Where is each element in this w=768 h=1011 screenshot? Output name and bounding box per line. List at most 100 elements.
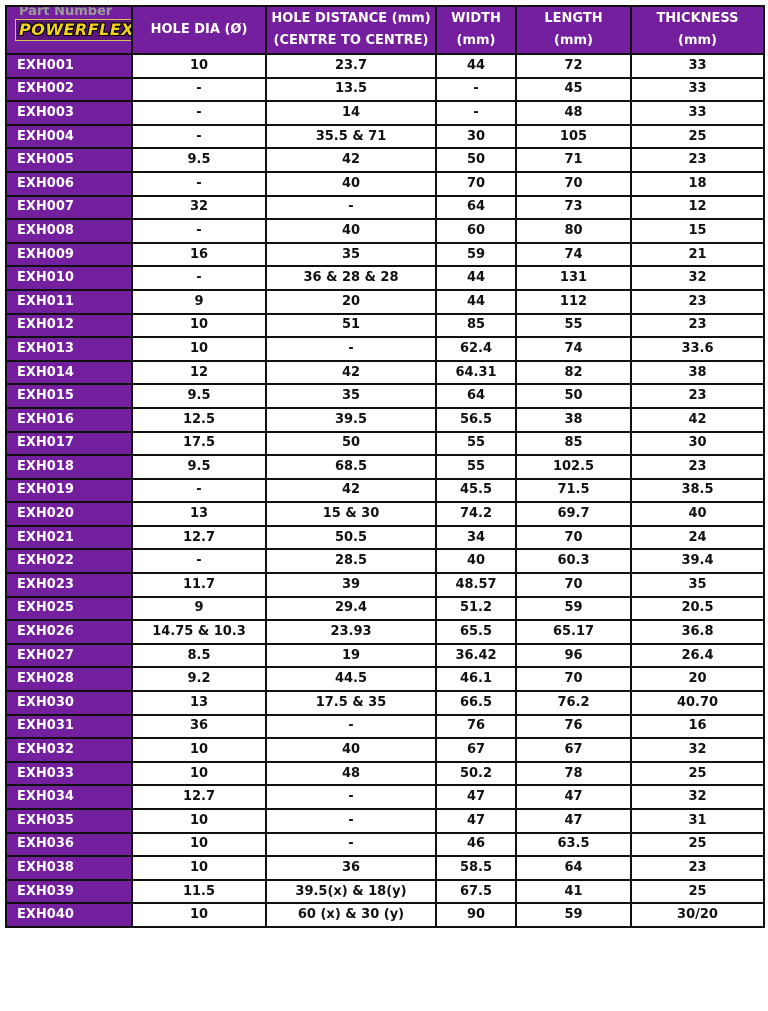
cell: 51.2	[435, 595, 517, 622]
part-number: EXH022	[5, 548, 133, 575]
cell: 12.7	[131, 524, 267, 551]
column-label: Part Number	[19, 6, 113, 19]
cell: 34	[435, 524, 517, 551]
header-line: HOLE DIA (Ø)	[150, 22, 248, 37]
cell: 9.2	[131, 666, 267, 693]
cell: 82	[515, 359, 632, 386]
cell: 33	[630, 76, 765, 103]
cell: 63.5	[515, 831, 632, 858]
part-number: EXH021	[5, 524, 133, 551]
cell: 28.5	[265, 548, 437, 575]
cell: 10	[131, 855, 267, 881]
cell: 39	[265, 572, 437, 598]
cell: 23	[630, 454, 765, 480]
cell: 21	[630, 241, 765, 268]
table-row: EXH038 10 36 58.5 64 23	[5, 855, 765, 881]
cell: 44.5	[265, 666, 437, 693]
cell: 64	[435, 383, 517, 409]
cell: 80	[515, 218, 632, 244]
cell: 9.5	[131, 383, 267, 409]
column-header: WIDTH (mm)	[435, 5, 517, 55]
cell: 76	[435, 713, 517, 740]
cell: 66.5	[435, 690, 517, 716]
table-row: EXH039 11.5 39.5(x) & 18(y) 67.5 41 25	[5, 878, 765, 905]
part-number: EXH016	[5, 406, 133, 433]
cell: 32	[630, 737, 765, 763]
cell: 13	[131, 690, 267, 716]
cell: 78	[515, 760, 632, 787]
cell: -	[265, 808, 437, 834]
cell: 50.2	[435, 760, 517, 787]
cell: 10	[131, 808, 267, 834]
part-number: EXH028	[5, 666, 133, 693]
cell: 85	[435, 312, 517, 339]
table-row: EXH027 8.5 19 36.42 96 26.4	[5, 642, 765, 669]
cell: 44	[435, 265, 517, 291]
cell: 44	[435, 288, 517, 315]
cell: 70	[515, 524, 632, 551]
cell: -	[265, 713, 437, 740]
cell: 24	[630, 524, 765, 551]
part-number: EXH002	[5, 76, 133, 103]
cell: 50.5	[265, 524, 437, 551]
cell: 74.2	[435, 501, 517, 527]
part-number: EXH003	[5, 100, 133, 126]
cell: 14.75 & 10.3	[131, 619, 267, 645]
table-body: EXH001 10 23.7 44 72 33 EXH002-13.5-45 33 EXH003…	[5, 53, 765, 928]
cell: 64.31	[435, 359, 517, 386]
table-row: EXH033 10 48 50.2 78 25	[5, 760, 765, 787]
cell: 38	[630, 359, 765, 386]
cell: 65.5	[435, 619, 517, 645]
column-header: HOLE DIA (Ø)	[131, 5, 267, 55]
cell: 42	[265, 477, 437, 504]
parts-table: Part Number POWERFLEX HOLE DIA (Ø) HOLE DIS…	[5, 5, 765, 928]
cell: 60.3	[515, 548, 632, 575]
cell: 48.57	[435, 572, 517, 598]
cell: 30	[630, 430, 765, 457]
cell: 50	[435, 147, 517, 173]
table-row: EXH025 9 29.4 51.2 59 20.5	[5, 595, 765, 622]
part-number: EXH032	[5, 737, 133, 763]
table-row: EXH034 12.7-47 47 32	[5, 784, 765, 810]
cell: -	[435, 100, 517, 126]
cell: 16	[131, 241, 267, 268]
cell: 39.5(x) & 18(y)	[265, 878, 437, 905]
cell: 39.5	[265, 406, 437, 433]
cell: 10	[131, 312, 267, 339]
cell: 35.5 & 71	[265, 123, 437, 150]
cell: 25	[630, 760, 765, 787]
table-row: EXH019-42 45.5 71.5 38.5	[5, 477, 765, 504]
cell: 12.5	[131, 406, 267, 433]
cell: 40	[265, 218, 437, 244]
cell: 32	[630, 265, 765, 291]
cell: 23	[630, 383, 765, 409]
part-number: EXH039	[5, 878, 133, 905]
cell: 44	[435, 53, 517, 79]
cell: 23	[630, 312, 765, 339]
cell: 112	[515, 288, 632, 315]
part-number: EXH017	[5, 430, 133, 457]
part-number: EXH012	[5, 312, 133, 339]
cell: 8.5	[131, 642, 267, 669]
cell: 72	[515, 53, 632, 79]
table-row: EXH032 10 40 67 67 32	[5, 737, 765, 763]
cell: 10	[131, 760, 267, 787]
cell: 18	[630, 170, 765, 197]
table-row: EXH009 16 35 59 74 21	[5, 241, 765, 268]
part-number: EXH031	[5, 713, 133, 740]
cell: 48	[265, 760, 437, 787]
cell: 64	[435, 194, 517, 221]
part-number: EXH034	[5, 784, 133, 810]
cell: 36	[265, 855, 437, 881]
brand-logo: POWERFLEX	[15, 19, 130, 41]
cell: -	[265, 831, 437, 858]
cell: 74	[515, 241, 632, 268]
table-row: EXH012 10 51 85 55 23	[5, 312, 765, 339]
cell: 40	[265, 170, 437, 197]
cell: 23	[630, 855, 765, 881]
part-number: EXH010	[5, 265, 133, 291]
cell: 15 & 30	[265, 501, 437, 527]
cell: 60 (x) & 30 (y)	[265, 902, 437, 928]
cell: 74	[515, 336, 632, 362]
cell: 14	[265, 100, 437, 126]
